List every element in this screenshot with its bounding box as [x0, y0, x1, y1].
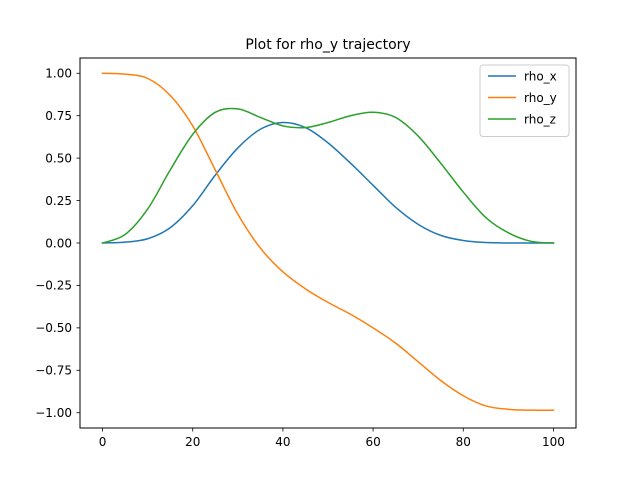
legend: rho_x rho_y rho_z — [479, 64, 570, 137]
x-tick-label: 0 — [99, 435, 107, 449]
legend-label-rho-y: rho_y — [524, 91, 557, 105]
series-line-rho-y — [101, 72, 555, 411]
y-tick-label: −0.75 — [35, 364, 72, 378]
x-axis: 0 20 40 60 80 100 — [99, 428, 565, 449]
x-tick-label: 60 — [365, 435, 380, 449]
y-tick-label: −0.50 — [35, 321, 72, 335]
y-tick-label: −0.25 — [35, 279, 72, 293]
y-axis: −1.00 −0.75 −0.50 −0.25 0.00 0.25 0.50 0.75 1.00 — [35, 67, 80, 420]
y-tick-label: 0.25 — [45, 194, 72, 208]
x-tick-label: 20 — [185, 435, 200, 449]
y-tick-label: 0.00 — [45, 236, 72, 250]
y-tick-label: 0.50 — [45, 151, 72, 165]
series-line-rho-x — [101, 121, 555, 244]
legend-label-rho-z: rho_z — [524, 112, 556, 126]
y-tick-label: 0.75 — [45, 109, 72, 123]
y-tick-label: −1.00 — [35, 406, 72, 420]
x-tick-label: 100 — [542, 435, 565, 449]
x-tick-label: 40 — [275, 435, 290, 449]
series-layer — [101, 72, 555, 411]
series-line-rho-z — [101, 107, 555, 244]
legend-label-rho-x: rho_x — [524, 69, 557, 83]
y-tick-label: 1.00 — [45, 67, 72, 81]
x-tick-label: 80 — [456, 435, 471, 449]
chart-title: Plot for rho_y trajectory — [245, 37, 410, 53]
